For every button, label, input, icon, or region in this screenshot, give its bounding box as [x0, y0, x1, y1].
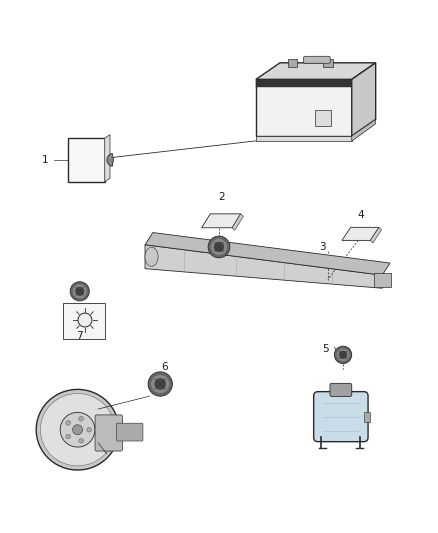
Text: 6: 6 [161, 362, 168, 373]
Polygon shape [232, 214, 244, 230]
Wedge shape [107, 154, 113, 166]
Polygon shape [256, 79, 352, 136]
Polygon shape [145, 232, 390, 275]
Polygon shape [352, 63, 376, 136]
Text: 5: 5 [322, 344, 329, 354]
Circle shape [211, 238, 227, 255]
FancyBboxPatch shape [314, 392, 368, 442]
Bar [256, 136, 352, 141]
Bar [323, 59, 333, 67]
Ellipse shape [40, 393, 115, 466]
Circle shape [339, 351, 347, 359]
Polygon shape [145, 245, 382, 288]
Polygon shape [68, 138, 105, 182]
Polygon shape [64, 303, 105, 339]
FancyBboxPatch shape [304, 56, 330, 63]
Bar [315, 110, 331, 126]
Text: 4: 4 [357, 210, 364, 220]
FancyBboxPatch shape [95, 415, 123, 451]
Circle shape [79, 439, 83, 443]
Circle shape [66, 421, 71, 425]
Circle shape [66, 434, 71, 439]
Circle shape [78, 313, 92, 327]
Polygon shape [256, 79, 352, 87]
Circle shape [73, 425, 82, 435]
Bar [364, 413, 370, 422]
Polygon shape [256, 63, 376, 79]
Polygon shape [342, 228, 379, 240]
Text: 3: 3 [319, 242, 325, 252]
Text: 2: 2 [218, 192, 225, 202]
Circle shape [214, 242, 224, 252]
Text: 1: 1 [42, 155, 48, 165]
Circle shape [70, 282, 89, 301]
Circle shape [79, 416, 83, 421]
Ellipse shape [36, 390, 119, 470]
Circle shape [60, 413, 95, 447]
Circle shape [208, 236, 230, 258]
FancyBboxPatch shape [330, 383, 352, 397]
Circle shape [72, 284, 87, 299]
Circle shape [151, 375, 170, 393]
Polygon shape [370, 228, 381, 243]
Polygon shape [352, 119, 376, 141]
Polygon shape [105, 135, 110, 182]
Ellipse shape [145, 247, 158, 266]
Bar [374, 273, 391, 287]
Circle shape [148, 372, 173, 396]
Circle shape [155, 378, 166, 390]
Circle shape [87, 427, 92, 432]
Bar [288, 59, 297, 67]
Circle shape [336, 348, 350, 361]
FancyBboxPatch shape [117, 423, 143, 441]
Circle shape [75, 287, 84, 296]
Polygon shape [201, 214, 241, 228]
Text: 7: 7 [76, 331, 83, 341]
Circle shape [334, 346, 352, 364]
